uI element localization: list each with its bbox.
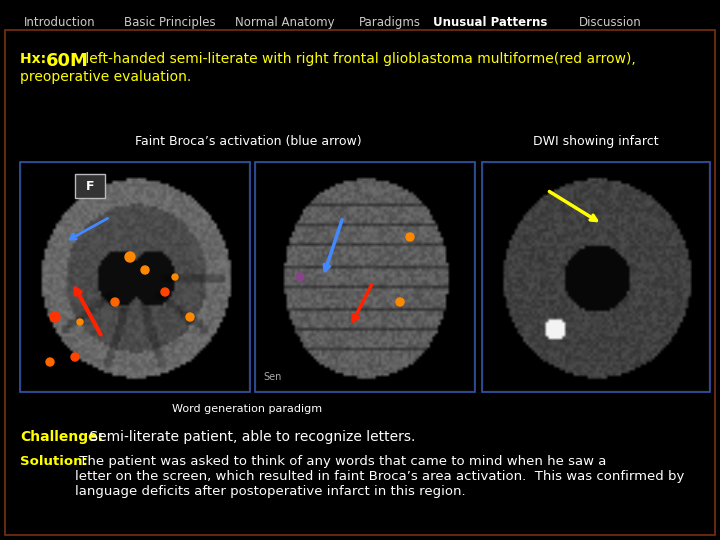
Circle shape [77, 319, 83, 325]
Circle shape [141, 266, 149, 274]
Circle shape [396, 298, 404, 306]
Text: The patient was asked to think of any words that came to mind when he saw a
lett: The patient was asked to think of any wo… [75, 455, 685, 498]
Text: Paradigms: Paradigms [359, 16, 421, 29]
Text: DWI showing infarct: DWI showing infarct [534, 135, 659, 148]
Circle shape [125, 252, 135, 262]
Text: Sen: Sen [263, 372, 282, 382]
Text: 60M: 60M [46, 52, 89, 70]
Circle shape [71, 353, 79, 361]
Bar [75, 174, 105, 198]
Circle shape [111, 298, 119, 306]
Text: Unusual Patterns: Unusual Patterns [433, 16, 547, 29]
Text: Hx:: Hx: [20, 52, 51, 66]
Text: F: F [86, 179, 94, 192]
Text: Normal Anatomy: Normal Anatomy [235, 16, 335, 29]
Text: Introduction: Introduction [24, 16, 96, 29]
Circle shape [296, 273, 304, 281]
Text: Basic Principles: Basic Principles [124, 16, 216, 29]
Text: Discussion: Discussion [579, 16, 642, 29]
Text: Faint Broca’s activation (blue arrow): Faint Broca’s activation (blue arrow) [135, 135, 361, 148]
Bar [255, 162, 475, 392]
Text: Word generation paradigm: Word generation paradigm [172, 404, 323, 414]
Circle shape [46, 358, 54, 366]
Bar [20, 162, 250, 392]
Circle shape [406, 233, 414, 241]
Circle shape [172, 274, 178, 280]
Text: Solution:: Solution: [20, 455, 88, 468]
Text: preoperative evaluation.: preoperative evaluation. [20, 70, 192, 84]
Text: Challenge:: Challenge: [20, 430, 103, 444]
Circle shape [161, 288, 169, 296]
Bar [482, 162, 710, 392]
Text: left-handed semi-literate with right frontal glioblastoma multiforme(red arrow),: left-handed semi-literate with right fro… [81, 52, 636, 66]
Text: Semi-literate patient, able to recognize letters.: Semi-literate patient, able to recognize… [85, 430, 415, 444]
Circle shape [186, 313, 194, 321]
Circle shape [50, 312, 60, 322]
